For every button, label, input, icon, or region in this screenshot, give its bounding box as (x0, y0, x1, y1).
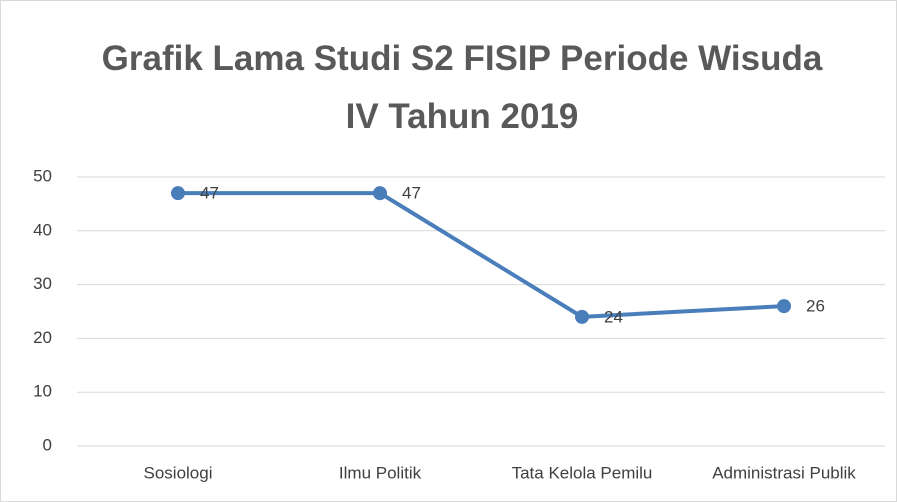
marker (575, 309, 589, 324)
data-label: 47 (402, 184, 421, 203)
y-tick-label: 20 (33, 328, 52, 347)
y-tick-label: 40 (33, 220, 52, 239)
marker (373, 186, 387, 201)
chart-title: Grafik Lama Studi S2 FISIP Periode Wisud… (101, 39, 823, 136)
x-tick-label: Administrasi Publik (712, 463, 856, 482)
data-label: 47 (200, 184, 219, 203)
x-tick-label: Tata Kelola Pemilu (512, 463, 653, 482)
x-tick-label: Sosiologi (144, 463, 213, 482)
data-label: 26 (806, 297, 825, 316)
x-tick-label: Ilmu Politik (339, 463, 422, 482)
data-label: 24 (604, 307, 623, 326)
y-tick-label: 30 (33, 274, 52, 293)
marker (171, 186, 185, 201)
y-tick-label: 50 (33, 166, 52, 185)
line-series (178, 191, 785, 319)
y-tick-label: 10 (33, 382, 52, 401)
y-tick-label: 0 (43, 435, 52, 454)
marker (777, 299, 791, 314)
